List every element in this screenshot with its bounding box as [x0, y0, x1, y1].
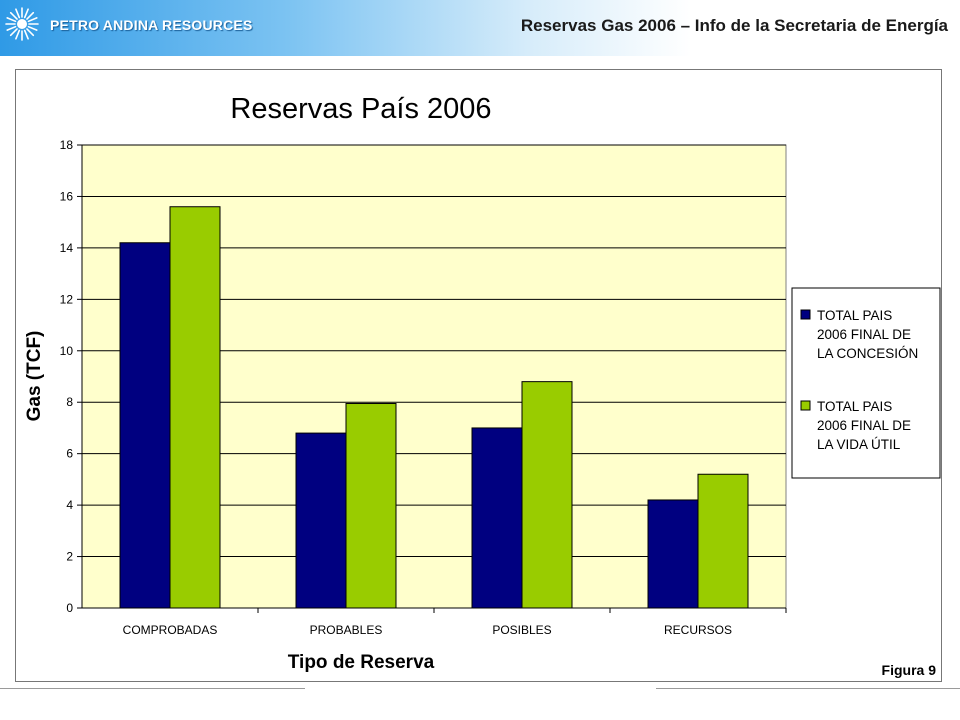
legend-entry: TOTAL PAIS 2006 FINAL DE LA VIDA ÚTIL	[817, 399, 911, 452]
footer-divider-left	[0, 688, 305, 689]
company-name: PETRO ANDINA RESOURCES	[50, 17, 253, 33]
x-tick-label: POSIBLES	[492, 623, 551, 637]
x-tick-label: RECURSOS	[664, 623, 732, 637]
y-tick-label: 16	[60, 189, 74, 203]
bar	[647, 499, 699, 609]
y-tick-label: 0	[66, 601, 73, 615]
sunburst-icon	[5, 7, 39, 41]
chart-frame: Reservas País 2006 0 2 4 6 8 10 12 14 16 18 COMPROB…	[15, 69, 942, 682]
footer-divider-right	[656, 688, 960, 689]
figure-label: Figura 9	[881, 662, 936, 678]
bar	[521, 381, 573, 609]
bar	[119, 242, 171, 609]
legend-entry: TOTAL PAIS 2006 FINAL DE LA CONCESIÓN	[817, 308, 918, 361]
bar-chart: Reservas País 2006 0 2 4 6 8 10 12 14 16 18 COMPROB…	[24, 93, 941, 673]
x-tick-label: COMPROBADAS	[123, 623, 218, 637]
y-axis-label: Gas (TCF)	[24, 331, 45, 422]
legend-swatch	[800, 400, 811, 411]
bar	[697, 473, 749, 609]
y-tick-label: 6	[66, 447, 73, 461]
legend-swatch	[800, 309, 811, 320]
x-axis-label: Tipo de Reserva	[288, 652, 435, 673]
y-tick-label: 8	[66, 395, 73, 409]
x-tick-label: PROBABLES	[310, 623, 383, 637]
header-bar: PETRO ANDINA RESOURCES Reservas Gas 2006…	[0, 0, 960, 56]
page-title: Reservas Gas 2006 – Info de la Secretari…	[520, 16, 948, 35]
bar	[345, 403, 397, 609]
legend-box	[791, 287, 941, 479]
y-tick-label: 18	[60, 138, 74, 152]
y-tick-label: 12	[60, 292, 74, 306]
bar	[295, 432, 347, 609]
bar	[471, 427, 523, 609]
chart-title: Reservas País 2006	[230, 93, 491, 125]
y-tick-label: 4	[66, 498, 73, 512]
y-tick-label: 14	[60, 241, 74, 255]
y-tick-label: 2	[66, 550, 73, 564]
bar	[169, 206, 221, 609]
y-tick-label: 10	[60, 344, 74, 358]
